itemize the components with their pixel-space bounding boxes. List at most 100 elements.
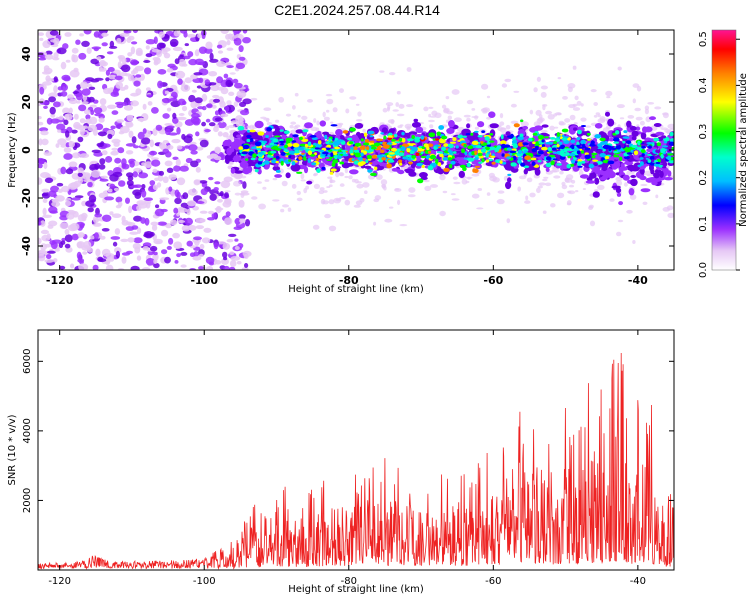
halo-blob	[540, 91, 547, 98]
noise-blob	[81, 101, 89, 105]
band-hotspot	[645, 157, 649, 160]
noise-blob	[75, 39, 81, 45]
noise-blob	[208, 261, 214, 266]
band-hotspot	[532, 141, 536, 145]
x-tick-label: -120	[48, 576, 71, 587]
noise-blob	[106, 51, 114, 55]
halo-blob	[580, 117, 587, 122]
noise-blob	[213, 98, 220, 103]
noise-blob	[180, 84, 191, 92]
halo-blob	[387, 106, 390, 112]
band-hotspot	[478, 161, 483, 164]
band-hotspot	[376, 138, 384, 142]
band-hotspot	[639, 157, 644, 160]
band-hotspot	[380, 132, 384, 135]
noise-blob	[68, 141, 75, 148]
band-blob	[389, 128, 396, 133]
noise-blob	[185, 157, 193, 164]
halo-blob	[348, 175, 353, 180]
halo-blob	[609, 198, 615, 202]
noise-blob	[44, 259, 54, 263]
noise-blob	[195, 166, 201, 173]
noise-blob	[65, 113, 73, 121]
noise-blob	[228, 233, 237, 237]
noise-blob	[138, 172, 149, 179]
noise-blob	[227, 82, 233, 86]
band-hotspot	[442, 157, 449, 161]
noise-blob	[162, 148, 170, 154]
noise-blob	[88, 194, 97, 203]
noise-blob	[187, 51, 194, 58]
band-hotspot	[360, 152, 364, 157]
noise-blob	[71, 197, 81, 201]
band-hotspot	[367, 169, 373, 173]
band-hotspot	[636, 146, 643, 151]
noise-blob	[121, 215, 126, 223]
noise-blob	[38, 157, 45, 164]
band-hotspot	[242, 144, 250, 150]
noise-blob	[153, 57, 161, 65]
noise-blob	[174, 189, 180, 198]
band-hotspot	[448, 143, 454, 149]
band-hotspot	[607, 160, 615, 165]
band-hotspot	[520, 162, 526, 167]
noise-blob	[236, 260, 242, 265]
band-hotspot	[484, 136, 490, 141]
noise-blob	[57, 86, 63, 91]
noise-blob	[44, 177, 54, 184]
band-hotspot	[402, 156, 409, 160]
band-hotspot	[400, 146, 406, 151]
noise-blob	[110, 150, 119, 156]
noise-blob	[167, 63, 176, 68]
band-hotspot	[298, 136, 303, 141]
snr-y-axis: 2000 4000 6000	[22, 349, 674, 513]
halo-blob	[328, 184, 333, 187]
band-hotspot	[303, 157, 307, 161]
band-hotspot	[581, 160, 586, 164]
noise-blob	[222, 251, 228, 258]
band-hotspot	[269, 155, 274, 158]
band-hotspot	[246, 129, 251, 133]
band-blob	[622, 174, 630, 181]
band-hotspot	[650, 162, 655, 166]
noise-blob	[118, 180, 126, 187]
noise-blob	[99, 98, 107, 106]
noise-blob	[87, 124, 98, 132]
halo-blob	[396, 113, 405, 117]
noise-blob	[115, 81, 123, 89]
noise-blob	[240, 109, 250, 116]
band-hotspot	[383, 135, 387, 140]
noise-blob	[125, 197, 130, 204]
noise-blob	[198, 253, 204, 258]
noise-blob	[59, 222, 69, 230]
noise-blob	[147, 101, 153, 106]
noise-blob	[238, 199, 245, 208]
y-tick-label: 20	[20, 94, 33, 110]
band-hotspot	[500, 140, 507, 145]
noise-blob	[83, 109, 91, 115]
band-hotspot	[359, 145, 366, 151]
band-hotspot	[304, 143, 309, 148]
noise-blob	[164, 256, 171, 264]
band-hotspot	[615, 130, 620, 135]
noise-blob	[190, 74, 198, 80]
band-blob	[488, 111, 496, 118]
noise-blob	[68, 98, 78, 105]
halo-blob	[228, 124, 236, 129]
band-hotspot	[564, 152, 570, 156]
spectrogram-y-axis: 40 20 0 -20 -40	[20, 46, 674, 256]
band-hotspot	[351, 158, 355, 162]
band-hotspot	[544, 136, 549, 139]
noise-blob	[38, 52, 45, 57]
noise-blob	[38, 121, 44, 126]
halo-blob	[262, 186, 267, 190]
noise-blob	[241, 267, 249, 270]
halo-blob	[542, 210, 547, 214]
noise-blob	[48, 96, 56, 103]
halo-blob	[453, 117, 462, 122]
noise-blob	[94, 213, 103, 218]
halo-blob	[536, 76, 542, 82]
band-hotspot	[597, 143, 603, 148]
noise-blob	[126, 172, 134, 178]
band-blob	[642, 126, 648, 134]
